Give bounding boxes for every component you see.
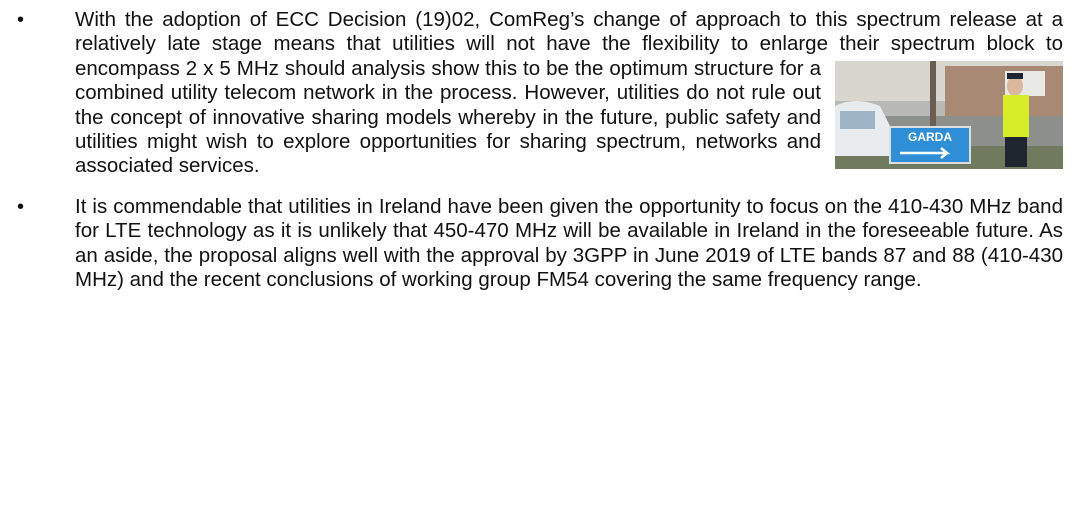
photo: GARDA: [835, 61, 1063, 169]
bullet-item: • With the adoption of ECC Decision (19)…: [0, 8, 1063, 179]
bullet-marker: •: [17, 8, 24, 32]
sign-text: GARDA: [908, 130, 952, 144]
paragraph: With the adoption of ECC Decision (19)02…: [75, 8, 1063, 177]
bullet-item: • It is commendable that utilities in Ir…: [0, 195, 1063, 293]
document: • With the adoption of ECC Decision (19)…: [0, 0, 1077, 292]
paragraph: It is commendable that utilities in Irel…: [75, 195, 1063, 291]
bullet-marker: •: [17, 195, 24, 219]
